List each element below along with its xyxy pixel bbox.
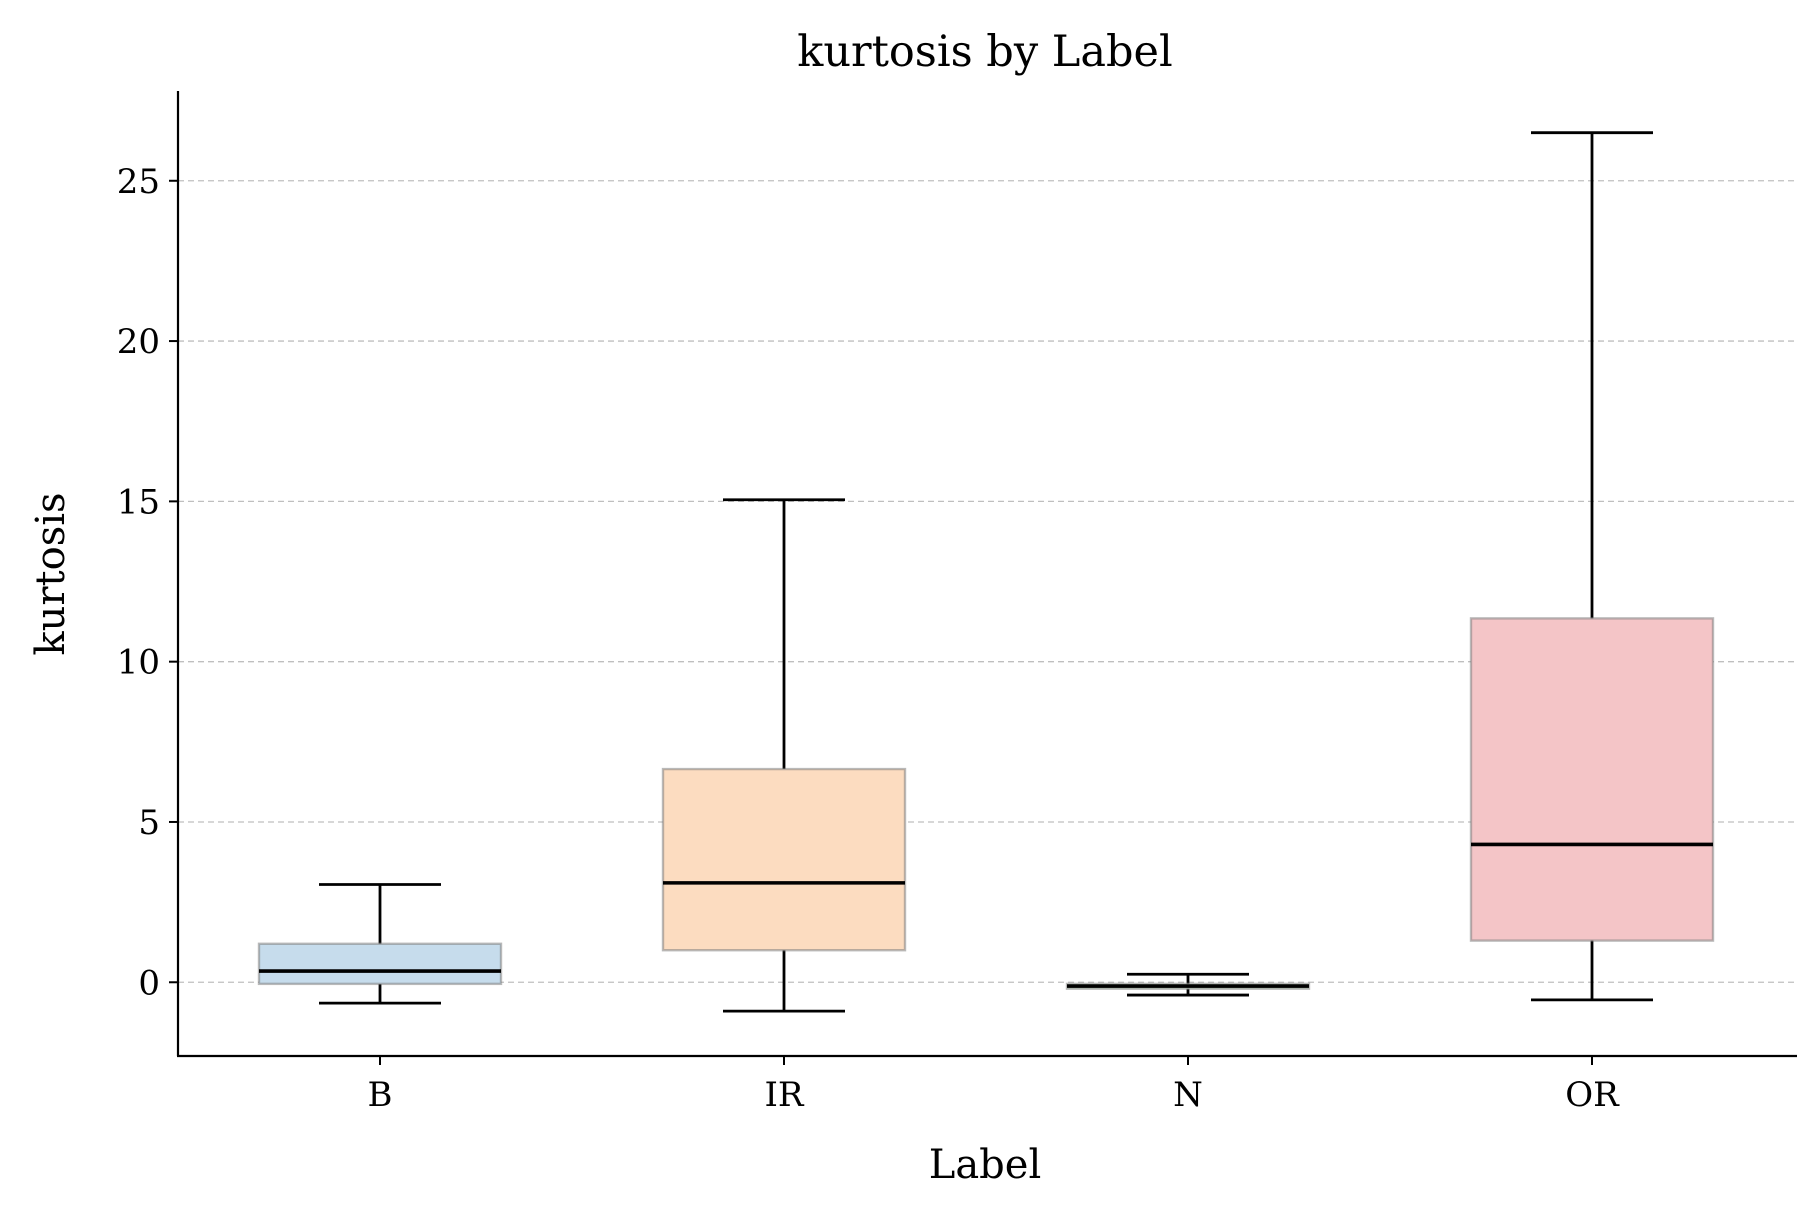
box-OR — [1469, 131, 1715, 1002]
iqr-box-OR — [1469, 617, 1715, 942]
x-tick-label-B: B — [368, 1075, 393, 1115]
box-B — [257, 883, 503, 1005]
y-tick-label-5: 5 — [138, 803, 160, 843]
x-tick-label-OR: OR — [1565, 1075, 1620, 1115]
x-tick-label-IR: IR — [764, 1075, 804, 1115]
box-series — [257, 131, 1715, 1013]
axes — [176, 91, 1797, 1058]
box-N — [1065, 972, 1311, 997]
chart-title: kurtosis by Label — [797, 27, 1172, 77]
y-tick-label-20: 20 — [117, 322, 160, 362]
x-tick-label-N: N — [1173, 1075, 1203, 1115]
y-tick-label-10: 10 — [117, 643, 160, 683]
iqr-box-IR — [661, 767, 907, 952]
x-ticks: B IR N OR — [368, 1056, 1620, 1115]
y-tick-label-0: 0 — [138, 963, 160, 1003]
y-ticks: 0 5 10 15 20 25 — [117, 162, 178, 1003]
x-axis-label: Label — [929, 1142, 1041, 1188]
box-IR — [661, 498, 907, 1013]
y-tick-label-25: 25 — [117, 162, 160, 202]
y-tick-label-15: 15 — [117, 482, 160, 522]
iqr-box-B — [257, 942, 503, 986]
y-axis-label: kurtosis — [28, 492, 74, 655]
